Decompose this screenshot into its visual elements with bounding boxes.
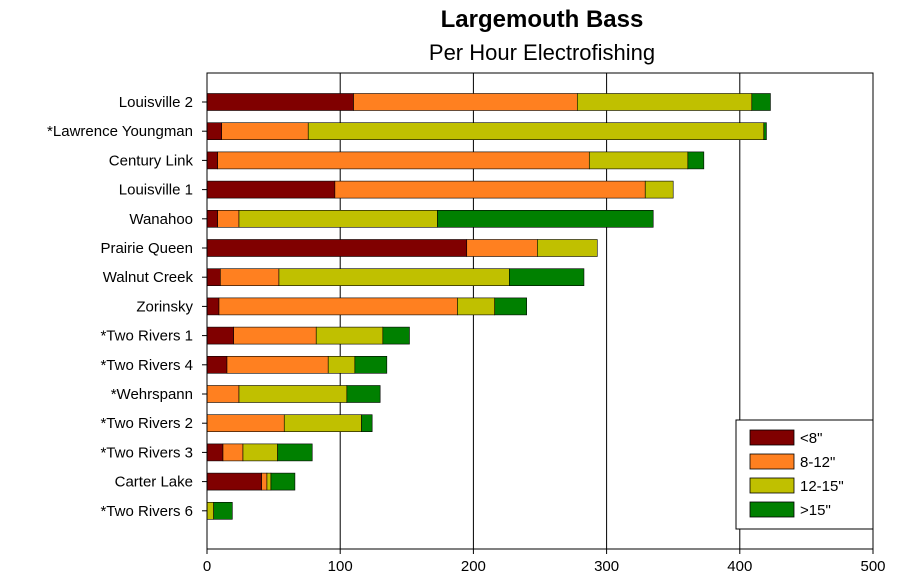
category-label: *Two Rivers 1 xyxy=(100,328,193,345)
x-tick-label: 500 xyxy=(860,558,885,575)
category-label: *Two Rivers 6 xyxy=(100,503,193,520)
legend-label: 12-15" xyxy=(800,478,844,495)
bar-segment xyxy=(206,385,240,403)
category-label: Carter Lake xyxy=(115,474,193,491)
bar-segment xyxy=(206,414,285,433)
legend-label: 8-12" xyxy=(800,454,835,471)
bar-segment xyxy=(233,326,317,345)
bar-segment xyxy=(217,151,590,170)
category-label: Walnut Creek xyxy=(103,269,194,286)
bar-segment xyxy=(327,355,356,374)
bar-segment xyxy=(466,239,538,257)
category-label: Prairie Queen xyxy=(100,240,193,257)
bar-segment xyxy=(266,472,272,491)
x-tick-label: 0 xyxy=(203,558,211,575)
bar-segment xyxy=(751,93,771,111)
bar-segment xyxy=(221,122,309,140)
bar-segment xyxy=(382,326,410,345)
bar-segment xyxy=(644,180,674,199)
bar-segment xyxy=(238,210,438,228)
x-tick-label: 300 xyxy=(594,558,619,575)
bar-segment xyxy=(206,443,224,462)
bar-segment xyxy=(283,414,362,433)
bar-segment xyxy=(763,122,767,140)
category-label: Wanahoo xyxy=(129,211,193,228)
plot-frame xyxy=(206,72,874,550)
bars xyxy=(206,93,771,520)
bar-segment xyxy=(206,472,262,491)
bar-segment xyxy=(226,355,329,374)
x-tick-label: 100 xyxy=(328,558,353,575)
x-tick-label: 400 xyxy=(727,558,752,575)
legend-swatch xyxy=(749,477,795,494)
bar-segment xyxy=(509,268,585,287)
bar-segment xyxy=(346,385,381,403)
bar-segment xyxy=(457,297,496,316)
x-axis-ticks: 0 100 200 300 400 500 xyxy=(203,549,886,575)
bar-segment xyxy=(242,443,278,462)
bar-segment xyxy=(537,239,598,257)
legend-swatch xyxy=(749,429,795,446)
category-label: *Two Rivers 2 xyxy=(100,415,193,432)
bar-segment xyxy=(206,122,222,140)
bar-segment xyxy=(353,93,578,111)
category-label: Louisville 1 xyxy=(119,182,193,199)
legend-label: >15" xyxy=(800,502,831,519)
category-label: Louisville 2 xyxy=(119,94,193,111)
legend: <8" 8-12" 12-15" >15" xyxy=(735,419,874,530)
bar-segment xyxy=(206,151,218,170)
category-label: *Wehrspann xyxy=(111,386,193,403)
bar-segment xyxy=(206,93,354,111)
bar-segment xyxy=(220,268,280,287)
bar-segment xyxy=(494,297,527,316)
category-label: *Two Rivers 4 xyxy=(100,357,193,374)
legend-swatch xyxy=(749,501,795,518)
bar-segment xyxy=(222,443,244,462)
category-labels: Louisville 2 *Lawrence Youngman Century Li… xyxy=(47,94,207,520)
category-label: Century Link xyxy=(109,152,194,169)
category-label: Zorinsky xyxy=(136,298,193,315)
bar-segment xyxy=(206,297,220,316)
bar-segment xyxy=(206,239,468,257)
bar-segment xyxy=(206,180,336,199)
bar-segment xyxy=(361,414,373,433)
category-label: *Two Rivers 3 xyxy=(100,444,193,461)
category-label: *Lawrence Youngman xyxy=(47,123,193,140)
bar-segment xyxy=(687,151,705,170)
legend-label: <8" xyxy=(800,430,822,447)
bar-segment xyxy=(206,210,218,228)
bar-segment xyxy=(588,151,689,170)
bar-segment xyxy=(206,268,221,287)
bar-segment xyxy=(213,501,233,520)
x-tick-label: 200 xyxy=(461,558,486,575)
legend-swatch xyxy=(749,453,795,470)
bar-segment xyxy=(437,210,654,228)
bar-segment xyxy=(261,472,268,491)
bar-segment xyxy=(277,443,313,462)
bar-segment xyxy=(238,385,348,403)
chart-subtitle: Per Hour Electrofishing xyxy=(428,40,656,65)
chart-title-main: Largemouth Bass xyxy=(440,6,644,33)
bar-segment xyxy=(270,472,296,491)
bar-segment xyxy=(206,501,214,520)
bar-segment xyxy=(218,297,458,316)
bar-segment xyxy=(206,355,228,374)
bar-segment xyxy=(217,210,240,228)
bar-segment xyxy=(354,355,388,374)
bar-segment xyxy=(315,326,384,345)
bar-segment xyxy=(576,93,753,111)
bar-segment xyxy=(206,326,234,345)
bar-segment xyxy=(307,122,765,140)
bar-segment xyxy=(278,268,510,287)
bar-segment xyxy=(334,180,646,199)
